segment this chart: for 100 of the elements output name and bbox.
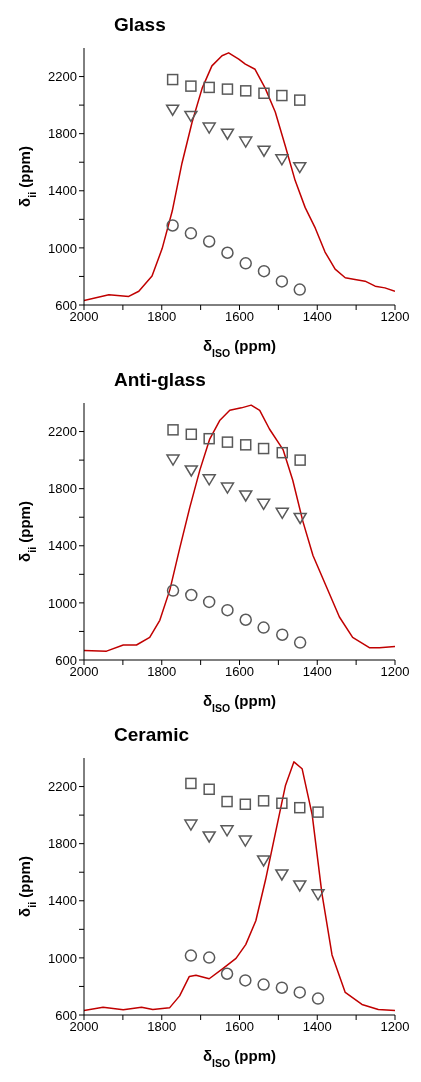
point (221, 436, 234, 448)
point (166, 584, 180, 597)
point (239, 613, 252, 626)
point (184, 819, 198, 831)
point (166, 219, 179, 232)
point (294, 454, 306, 466)
point (202, 595, 216, 609)
x-axis-title: δ$_{ISO}$ (ppm) (202, 692, 277, 714)
y-tick-label: 1000 (48, 595, 77, 611)
x-tick-label: 1200 (380, 1019, 410, 1035)
point (239, 974, 252, 987)
point (185, 428, 198, 441)
point (311, 992, 325, 1005)
point (221, 603, 234, 617)
point (293, 512, 307, 525)
point (185, 777, 197, 790)
point (203, 81, 215, 94)
line-series (84, 52, 395, 302)
y-tick-label: 2200 (48, 424, 77, 440)
x-tick-label: 1600 (225, 664, 254, 680)
point (293, 283, 307, 296)
chart-title: Glass (114, 14, 166, 36)
y-tick-label: 1800 (48, 126, 77, 142)
point (165, 104, 180, 116)
point (275, 275, 289, 288)
x-axis-title: δ$_{ISO}$ (ppm) (202, 1047, 277, 1069)
point (220, 967, 234, 980)
y-tick-label: 1800 (48, 836, 77, 852)
line-series (84, 404, 395, 652)
point (275, 154, 289, 166)
x-tick-label: 1400 (302, 1019, 332, 1035)
point (203, 432, 215, 445)
point (276, 628, 289, 641)
point (220, 482, 235, 494)
y-tick-label: 1400 (48, 183, 77, 199)
point (275, 869, 289, 881)
point (276, 797, 288, 810)
x-tick-label: 1400 (302, 664, 332, 680)
point (293, 986, 307, 999)
point (184, 110, 198, 123)
point (293, 161, 307, 174)
y-tick-label: 1800 (48, 481, 77, 497)
y-tick-label: 2200 (48, 779, 77, 795)
line-series (84, 761, 395, 1012)
chart-title: Ceramic (114, 724, 189, 746)
point (238, 835, 253, 847)
point (257, 795, 270, 807)
point (202, 951, 216, 964)
point (220, 128, 235, 140)
point (184, 465, 199, 477)
point (275, 507, 290, 520)
y-tick-label: 1400 (48, 538, 77, 554)
point (202, 122, 216, 134)
x-tick-label: 1800 (147, 1019, 177, 1035)
y-tick-label: 1000 (48, 240, 77, 256)
chart-title: Anti-glass (114, 369, 206, 391)
point (276, 446, 289, 459)
point (221, 246, 234, 259)
point (276, 89, 288, 102)
point (238, 490, 253, 502)
x-tick-label: 1400 (302, 309, 332, 325)
point (166, 454, 180, 466)
point (203, 783, 215, 796)
x-tick-label: 1600 (225, 1019, 254, 1035)
point (311, 889, 325, 901)
point (239, 439, 252, 451)
point (185, 80, 197, 92)
x-tick-label: 1600 (225, 309, 254, 325)
x-axis-title: δ$_{ISO}$ (ppm) (202, 337, 277, 359)
point (167, 424, 179, 436)
point (312, 806, 324, 818)
point (275, 981, 289, 994)
point (202, 235, 216, 248)
point (293, 880, 307, 892)
point (221, 83, 234, 95)
point (184, 949, 198, 962)
point (184, 227, 198, 240)
point (294, 801, 306, 814)
point (166, 73, 179, 86)
point (257, 621, 270, 634)
point (202, 831, 216, 843)
point (257, 264, 271, 278)
point (221, 795, 233, 808)
point (239, 257, 252, 270)
point (202, 474, 216, 486)
x-tick-label: 1800 (147, 664, 177, 680)
point (293, 636, 307, 649)
point (257, 442, 270, 455)
point (294, 94, 306, 106)
point (185, 588, 198, 602)
point (257, 978, 270, 991)
point (238, 136, 253, 148)
x-tick-label: 1800 (147, 309, 177, 325)
point (256, 498, 271, 511)
x-tick-label: 1200 (380, 309, 410, 325)
x-tick-label: 1200 (380, 664, 410, 680)
y-tick-label: 2200 (48, 69, 77, 85)
point (239, 798, 252, 811)
point (258, 87, 270, 100)
point (220, 825, 234, 837)
